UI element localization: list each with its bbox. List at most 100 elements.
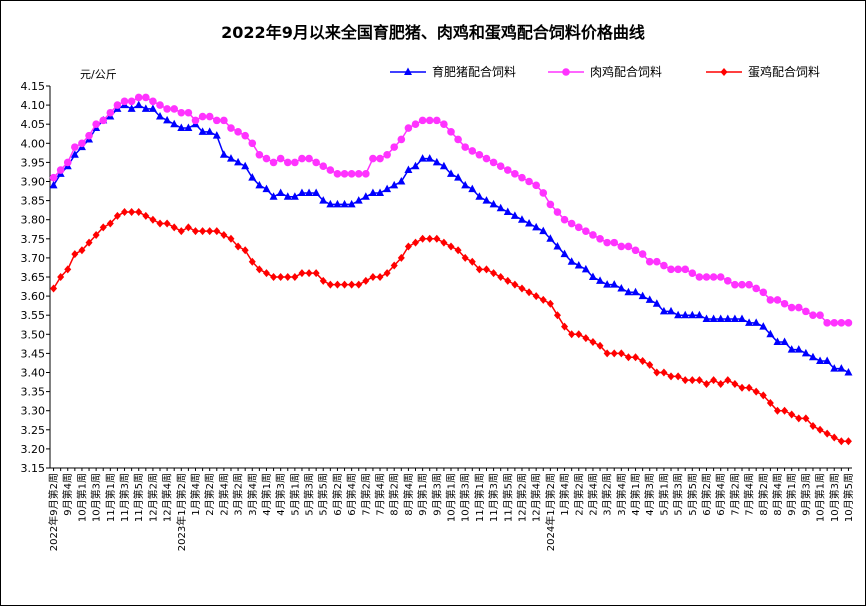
x-tick-label: 4月第3周 xyxy=(274,473,287,516)
y-tick-label: 3.85 xyxy=(21,195,46,208)
data-point xyxy=(326,199,335,208)
data-point xyxy=(354,196,363,204)
data-point xyxy=(177,123,186,132)
data-point xyxy=(703,379,711,388)
data-point xyxy=(482,196,491,204)
data-point xyxy=(560,249,569,258)
x-tick-label: 2月第2周 xyxy=(203,473,216,516)
data-point xyxy=(419,234,427,243)
data-point xyxy=(674,265,682,274)
data-point xyxy=(652,299,661,307)
data-point xyxy=(92,120,100,128)
data-point xyxy=(241,161,250,170)
data-point xyxy=(525,177,533,186)
data-point xyxy=(489,158,498,167)
x-tick-label: 4月第1周 xyxy=(629,473,642,516)
data-point xyxy=(234,157,243,166)
data-point xyxy=(809,311,817,320)
x-tick-label: 5月第3周 xyxy=(672,473,685,516)
data-point xyxy=(461,253,469,262)
data-point xyxy=(227,124,235,132)
data-point xyxy=(277,273,285,281)
y-tick-label: 3.30 xyxy=(21,405,46,418)
data-point xyxy=(142,211,150,220)
data-point xyxy=(660,261,668,270)
data-point xyxy=(326,280,334,289)
data-point xyxy=(567,257,576,265)
data-point xyxy=(518,284,526,293)
data-point xyxy=(341,280,349,289)
data-point xyxy=(610,238,619,247)
data-point xyxy=(802,414,810,423)
data-point xyxy=(709,273,718,281)
x-tick-label: 5月第3周 xyxy=(303,473,316,516)
x-tick-label: 11月第3周 xyxy=(118,473,131,522)
data-point xyxy=(184,123,193,132)
data-point xyxy=(113,101,122,109)
x-tick-label: 7月第4周 xyxy=(743,473,756,516)
data-point xyxy=(234,242,242,251)
data-point xyxy=(645,295,654,303)
data-point xyxy=(766,296,775,304)
data-point xyxy=(156,112,165,120)
data-point xyxy=(390,261,398,270)
data-point xyxy=(695,273,704,281)
data-point xyxy=(716,314,725,323)
data-point xyxy=(752,318,761,326)
data-point xyxy=(603,280,612,288)
data-point xyxy=(397,135,406,144)
data-point xyxy=(575,330,583,339)
data-point xyxy=(276,188,285,196)
data-point xyxy=(57,273,65,281)
data-point xyxy=(269,158,278,167)
data-point xyxy=(248,139,257,148)
data-point xyxy=(163,105,171,113)
data-point xyxy=(198,127,207,135)
data-point xyxy=(737,314,746,323)
data-point xyxy=(461,143,469,151)
data-point xyxy=(475,265,483,274)
data-point xyxy=(128,208,136,217)
data-point xyxy=(681,265,690,274)
data-point xyxy=(85,131,93,140)
data-point xyxy=(78,246,86,255)
data-point xyxy=(496,162,505,171)
data-point xyxy=(376,154,384,163)
data-point xyxy=(553,241,562,250)
data-point xyxy=(638,291,647,300)
data-point xyxy=(716,273,725,281)
data-point xyxy=(412,238,420,247)
data-point xyxy=(681,310,690,319)
data-point xyxy=(837,364,846,372)
data-point xyxy=(773,296,782,304)
data-point xyxy=(220,230,228,239)
data-point xyxy=(156,219,164,228)
data-point xyxy=(163,219,171,228)
data-point xyxy=(305,154,313,163)
data-point xyxy=(348,280,356,289)
data-point xyxy=(226,154,235,162)
legend-marker xyxy=(404,67,412,75)
data-point xyxy=(291,158,299,167)
data-point xyxy=(99,223,107,232)
data-point xyxy=(426,234,434,243)
data-point xyxy=(148,104,157,112)
y-tick-label: 3.15 xyxy=(21,462,46,475)
x-tick-label: 1月第4周 xyxy=(558,473,571,516)
data-point xyxy=(539,226,548,235)
data-point xyxy=(830,319,839,327)
data-point xyxy=(497,273,505,281)
data-point xyxy=(759,391,767,400)
data-point xyxy=(588,272,597,280)
data-point xyxy=(191,227,199,236)
data-point xyxy=(241,131,249,140)
data-point xyxy=(490,269,498,278)
legend: 育肥猪配合饲料 肉鸡配合饲料 蛋鸡配合饲料 xyxy=(390,64,820,79)
y-tick-label: 3.50 xyxy=(21,328,46,341)
data-point xyxy=(333,199,342,208)
data-point xyxy=(646,360,654,369)
data-point xyxy=(347,170,356,178)
y-tick-label: 3.65 xyxy=(21,271,46,284)
data-point xyxy=(589,337,597,346)
